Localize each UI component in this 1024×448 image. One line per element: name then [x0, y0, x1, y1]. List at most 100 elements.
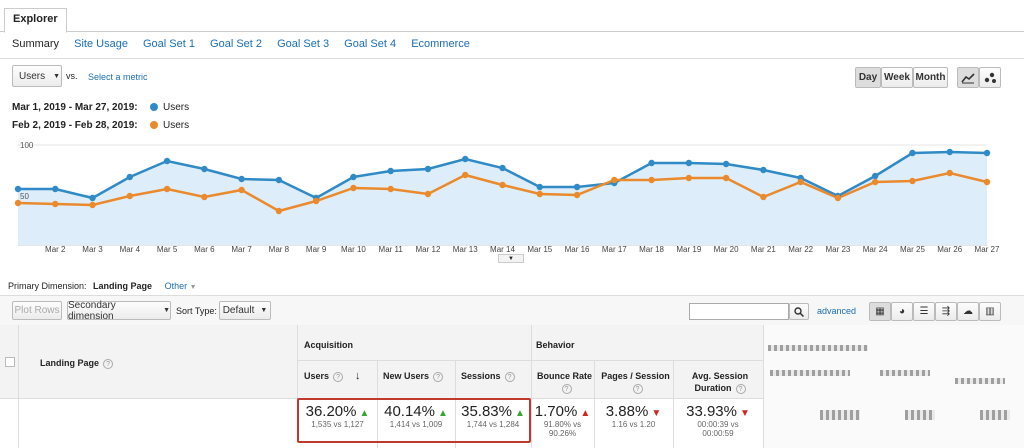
help-icon[interactable]: ?: [561, 383, 572, 394]
series-2-point[interactable]: [685, 174, 693, 182]
series-1-point[interactable]: [946, 148, 953, 156]
series-2-point[interactable]: [611, 176, 618, 184]
series-1-point[interactable]: [350, 173, 357, 181]
series-2-point[interactable]: [946, 169, 953, 177]
x-tick-label: Mar 5: [156, 245, 178, 254]
series-1-point[interactable]: [760, 166, 767, 174]
subnav-ecommerce[interactable]: Ecommerce: [411, 38, 470, 50]
series-1-point[interactable]: [89, 194, 96, 202]
series-2-point[interactable]: [909, 177, 916, 185]
arrow-down-icon: ▼: [739, 408, 750, 419]
help-icon[interactable]: ?: [333, 371, 344, 382]
series-2-point[interactable]: [871, 178, 879, 186]
series-2-point[interactable]: [312, 197, 320, 205]
column-header[interactable]: Users? ↓: [304, 370, 361, 382]
series-2-point[interactable]: [387, 185, 394, 193]
table-view-icon[interactable]: ▦: [869, 302, 891, 321]
pivot-view-icon[interactable]: ▥: [979, 302, 1001, 321]
table-search-input[interactable]: [689, 303, 789, 320]
subnav-goal-set-3[interactable]: Goal Set 3: [277, 38, 330, 50]
sort-arrow-icon[interactable]: ↓: [355, 370, 361, 382]
series-1-point[interactable]: [499, 164, 506, 172]
series-1-point[interactable]: [462, 155, 469, 163]
series-2-point[interactable]: [797, 178, 804, 186]
series-1-point[interactable]: [909, 149, 916, 157]
help-icon[interactable]: ?: [735, 383, 746, 394]
month-button[interactable]: Month: [913, 67, 948, 88]
series-2-point[interactable]: [201, 193, 208, 201]
tab-explorer[interactable]: Explorer: [4, 8, 67, 33]
dimension-other-link[interactable]: Other: [164, 281, 188, 291]
dimension-landing-page[interactable]: Landing Page: [93, 281, 153, 291]
series-2-point[interactable]: [275, 207, 283, 215]
subnav-goal-set-4[interactable]: Goal Set 4: [344, 38, 397, 50]
series-2-point[interactable]: [163, 185, 171, 193]
series-1-point[interactable]: [983, 149, 991, 157]
column-header[interactable]: Avg. Session Duration?: [691, 371, 749, 394]
subnav-goal-set-2[interactable]: Goal Set 2: [210, 38, 263, 50]
performance-view-icon[interactable]: ☰: [913, 302, 935, 321]
tab-bar: Explorer: [0, 0, 1024, 33]
acquisition-group-header: Acquisition: [304, 340, 353, 350]
search-icon[interactable]: [789, 303, 809, 320]
series-2-point[interactable]: [14, 199, 22, 207]
series-1-point[interactable]: [52, 185, 59, 193]
series-2-point[interactable]: [499, 181, 506, 189]
series-1-point[interactable]: [871, 172, 879, 180]
subnav-goal-set-1[interactable]: Goal Set 1: [143, 38, 195, 50]
series-2-point[interactable]: [424, 190, 432, 198]
help-icon[interactable]: ?: [103, 358, 114, 369]
series-1-point[interactable]: [424, 165, 432, 173]
series-2-point[interactable]: [462, 171, 469, 179]
series-1-point[interactable]: [573, 183, 581, 191]
pie-view-icon[interactable]: ◕: [891, 302, 913, 321]
subnav-summary[interactable]: Summary: [12, 38, 60, 50]
series-1-point[interactable]: [14, 185, 22, 193]
sort-type-dropdown[interactable]: Default ▼: [219, 301, 271, 320]
series-1-point[interactable]: [536, 183, 543, 191]
help-icon[interactable]: ?: [433, 371, 444, 382]
week-button[interactable]: Week: [881, 67, 913, 88]
series-1-point[interactable]: [201, 165, 208, 173]
chart-resize-handle[interactable]: ▼: [498, 254, 524, 263]
motion-chart-icon[interactable]: [979, 67, 1001, 88]
column-header[interactable]: Sessions?: [461, 370, 529, 382]
line-chart-icon[interactable]: [957, 67, 979, 88]
help-icon[interactable]: ?: [504, 371, 515, 382]
series-1-point[interactable]: [126, 173, 134, 181]
series-2-point[interactable]: [760, 193, 767, 201]
advanced-link[interactable]: advanced: [817, 306, 857, 316]
series-2-point[interactable]: [648, 176, 655, 184]
help-icon[interactable]: ?: [632, 383, 643, 394]
series-2-point[interactable]: [536, 190, 543, 198]
subnav-site-usage[interactable]: Site Usage: [74, 38, 128, 50]
series-2-point[interactable]: [126, 192, 134, 200]
series-2-point[interactable]: [573, 191, 581, 199]
series-2-point[interactable]: [89, 201, 96, 209]
day-button[interactable]: Day: [855, 67, 881, 88]
series-2-point[interactable]: [350, 184, 357, 192]
series-1-point[interactable]: [685, 159, 693, 167]
secondary-dimension-dropdown[interactable]: Secondary dimension ▼: [67, 299, 171, 322]
series-2-point[interactable]: [834, 194, 842, 202]
series-1-point[interactable]: [387, 167, 394, 175]
series-1-point[interactable]: [238, 175, 245, 183]
select-all-checkbox[interactable]: [5, 357, 15, 367]
column-header[interactable]: Pages / Session?: [601, 371, 670, 394]
series-1-point[interactable]: [722, 160, 730, 168]
comparison-view-icon[interactable]: ⇶: [935, 302, 957, 321]
series-2-point[interactable]: [238, 186, 245, 194]
column-header[interactable]: New Users?: [383, 370, 453, 382]
term-cloud-icon[interactable]: ☁: [957, 302, 979, 321]
select-metric-link[interactable]: Select a metric: [88, 72, 148, 82]
metric-dropdown[interactable]: Users ▼: [12, 65, 62, 87]
series-2-point[interactable]: [983, 178, 991, 186]
series-2-point[interactable]: [52, 200, 59, 208]
series-1-point[interactable]: [275, 176, 283, 184]
plot-rows-button[interactable]: Plot Rows: [12, 301, 62, 320]
x-tick-label: Mar 26: [937, 245, 963, 254]
series-1-point[interactable]: [163, 157, 171, 165]
column-header[interactable]: Bounce Rate?: [537, 371, 593, 394]
series-1-point[interactable]: [648, 159, 655, 167]
series-2-point[interactable]: [722, 174, 730, 182]
